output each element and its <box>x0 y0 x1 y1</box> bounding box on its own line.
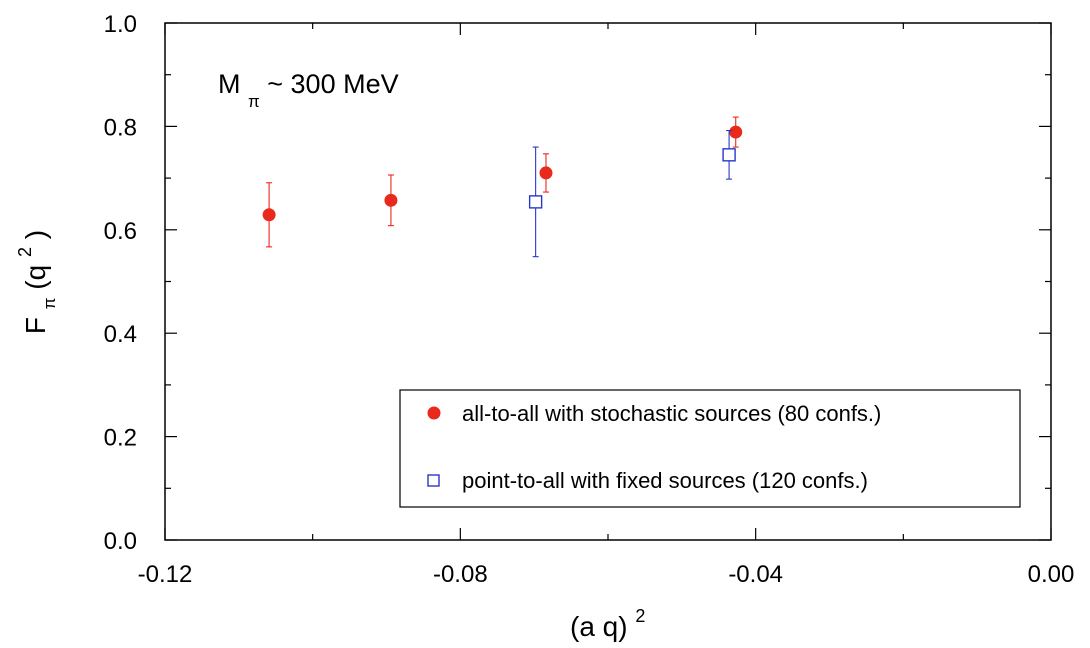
legend: all-to-all with stochastic sources (80 c… <box>399 389 1021 508</box>
x-axis-title-text: (a q) <box>570 611 628 642</box>
y-tick-label: 0.0 <box>104 528 137 555</box>
y-axis-title-sup: 2 <box>15 247 35 257</box>
svg-text:F π (q 2: F π (q 2 ) <box>6 230 61 334</box>
data-point-square <box>722 148 736 162</box>
mass-annotation-sub: π <box>248 92 260 111</box>
mass-annotation-rest: ~ 300 MeV <box>267 69 398 99</box>
mass-annotation: M π ~ 300 MeV <box>218 69 399 113</box>
legend-box <box>399 389 1021 508</box>
legend-marker-all-to-all <box>427 406 441 420</box>
x-axis-title-sup: 2 <box>635 606 645 626</box>
x-tick-label: -0.12 <box>138 561 193 588</box>
data-point-circle <box>262 208 276 222</box>
mass-annotation-main: M <box>218 69 241 99</box>
y-tick-label: 0.2 <box>104 425 137 452</box>
data-point-circle <box>729 125 743 139</box>
tick-labels: -0.12 -0.08 -0.04 0.00 0.0 0.2 0.4 0.6 0.8 1.0 <box>104 11 1075 588</box>
y-tick-label: 0.8 <box>104 114 137 141</box>
y-tick-label: 0.6 <box>104 218 137 245</box>
x-axis-title: (a q) 2 <box>570 606 645 642</box>
series-layer <box>262 116 743 258</box>
legend-label-all-to-all: all-to-all with stochastic sources (80 c… <box>462 401 881 426</box>
data-point-square <box>528 195 543 209</box>
y-axis-title: F π (q 2 ) <box>6 230 61 334</box>
y-tick-label: 0.4 <box>104 321 137 348</box>
data-point-circle <box>539 166 553 180</box>
y-axis-title-arg: (q <box>20 265 51 290</box>
y-axis-title-main: F <box>20 317 51 334</box>
data-point-circle <box>384 193 398 207</box>
y-axis-title-sub: π <box>40 297 59 309</box>
axis-ticks <box>164 22 1052 541</box>
y-axis-title-close: ) <box>20 230 51 239</box>
legend-label-point-to-all: point-to-all with fixed sources (120 con… <box>462 468 868 493</box>
y-tick-label: 1.0 <box>104 11 137 38</box>
x-tick-label: -0.08 <box>433 561 488 588</box>
legend-marker-point-to-all <box>427 474 440 487</box>
x-tick-label: 0.00 <box>1028 561 1075 588</box>
x-tick-label: -0.04 <box>728 561 783 588</box>
